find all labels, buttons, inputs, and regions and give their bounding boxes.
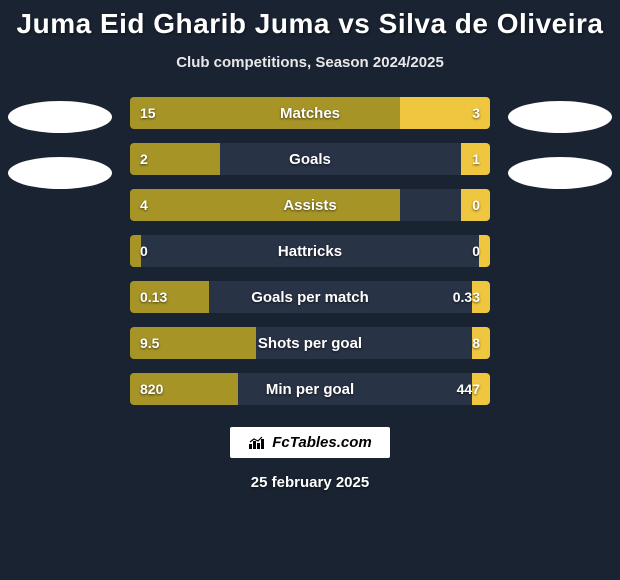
- subtitle: Club competitions, Season 2024/2025: [176, 54, 444, 71]
- footer-brand-badge: FcTables.com: [230, 427, 389, 458]
- metric-value-right: 0: [472, 189, 480, 221]
- left-oval-1: [8, 101, 112, 133]
- metric-value-right: 3: [472, 97, 480, 129]
- right-player-column: [500, 97, 620, 189]
- metric-value-left: 0.13: [140, 281, 167, 313]
- metric-value-left: 15: [140, 97, 156, 129]
- comparison-chart: Juma Eid Gharib Juma vs Silva de Oliveir…: [0, 0, 620, 580]
- page-title: Juma Eid Gharib Juma vs Silva de Oliveir…: [17, 8, 604, 40]
- metric-row: Shots per goal9.58: [130, 327, 490, 359]
- chart-area: Matches153Goals21Assists40Hattricks00Goa…: [0, 97, 620, 405]
- metric-row: Goals per match0.130.33: [130, 281, 490, 313]
- metric-value-right: 447: [457, 373, 480, 405]
- left-bar-fill: [130, 97, 400, 129]
- right-oval-1: [508, 101, 612, 133]
- right-oval-2: [508, 157, 612, 189]
- metric-value-right: 0: [472, 235, 480, 267]
- metric-value-right: 8: [472, 327, 480, 359]
- left-oval-2: [8, 157, 112, 189]
- metric-value-right: 0.33: [453, 281, 480, 313]
- left-player-column: [0, 97, 120, 189]
- metric-row: Assists40: [130, 189, 490, 221]
- chart-icon: [248, 436, 266, 450]
- metric-row: Goals21: [130, 143, 490, 175]
- metric-value-left: 9.5: [140, 327, 159, 359]
- metric-row: Matches153: [130, 97, 490, 129]
- metric-value-left: 0: [140, 235, 148, 267]
- metric-label: Hattricks: [130, 235, 490, 267]
- right-bar-fill: [479, 235, 490, 267]
- footer-brand-text: FcTables.com: [272, 434, 371, 451]
- metric-value-left: 2: [140, 143, 148, 175]
- date-label: 25 february 2025: [251, 474, 369, 491]
- metric-row: Hattricks0 0: [130, 235, 490, 267]
- metric-row: Min per goal820447: [130, 373, 490, 405]
- metric-value-right: 1: [472, 143, 480, 175]
- left-bar-fill: [130, 189, 400, 221]
- metrics-bars: Matches153Goals21Assists40Hattricks00Goa…: [120, 97, 500, 405]
- metric-value-left: 820: [140, 373, 163, 405]
- metric-value-left: 4: [140, 189, 148, 221]
